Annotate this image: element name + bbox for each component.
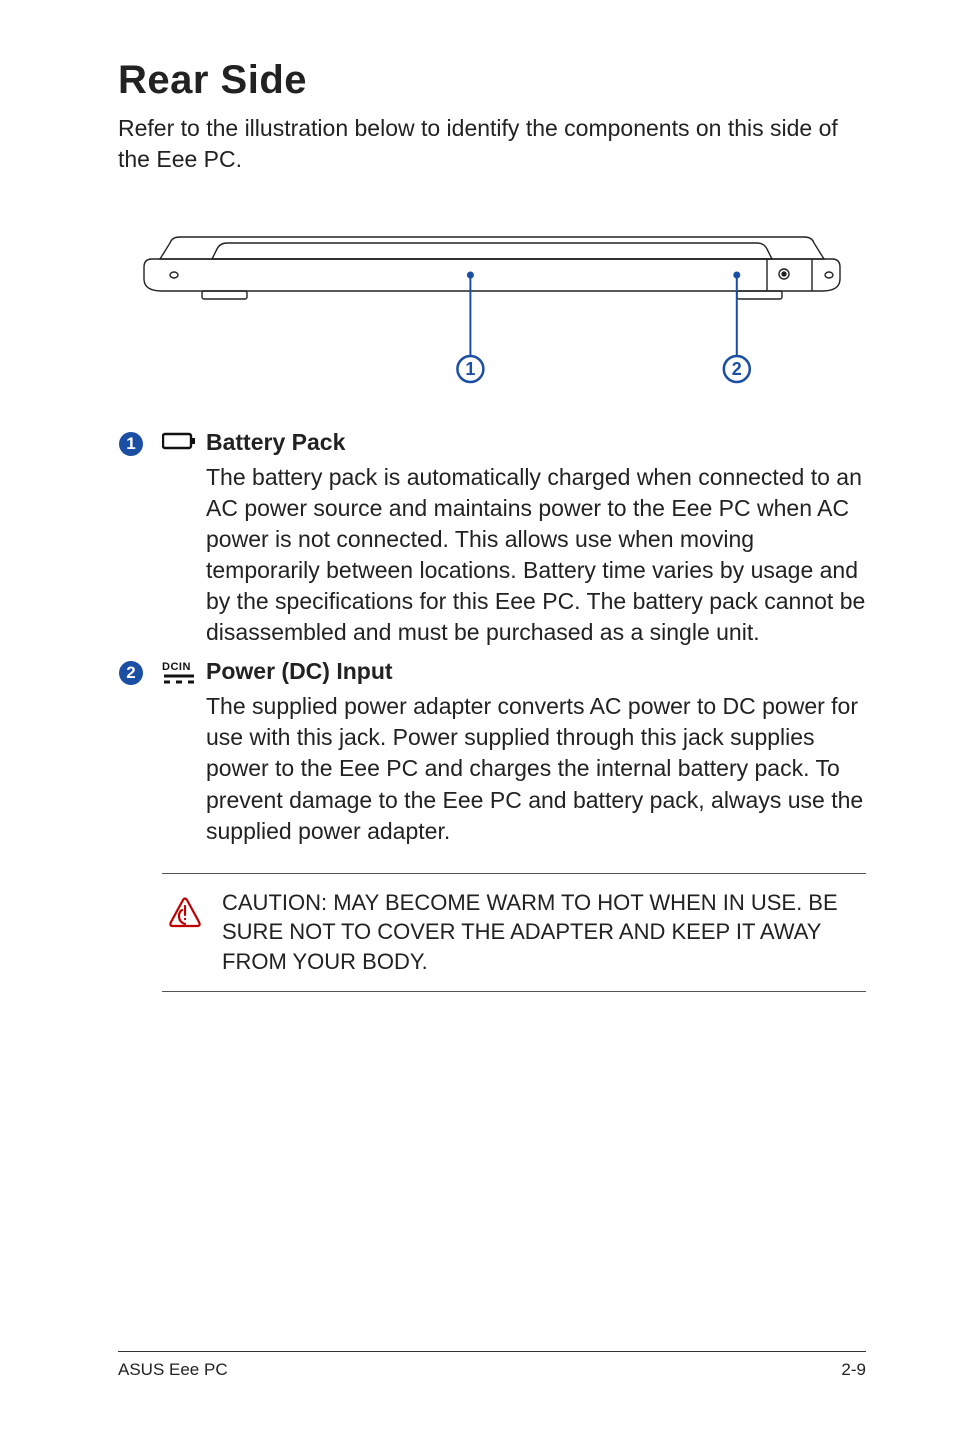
item-row: 2 DCIN Power (DC) Input The supplied power … (118, 658, 866, 854)
item-content: Battery Pack The battery pack is automati… (206, 429, 866, 656)
svg-text:1: 1 (465, 359, 475, 379)
caution-block: CAUTION: MAY BECOME WARM TO HOT WHEN IN … (162, 873, 866, 992)
item-body: The supplied power adapter converts AC p… (206, 691, 866, 846)
footer-left: ASUS Eee PC (118, 1360, 228, 1380)
caution-icon (162, 892, 208, 932)
item-content: Power (DC) Input The supplied power adapt… (206, 658, 866, 854)
svg-text:DCIN: DCIN (162, 661, 191, 673)
item-title: Power (DC) Input (206, 658, 866, 685)
intro-text: Refer to the illustration below to ident… (118, 113, 866, 175)
footer-right: 2-9 (841, 1360, 866, 1380)
svg-text:2: 2 (126, 663, 135, 682)
caution-text: CAUTION: MAY BECOME WARM TO HOT WHEN IN … (222, 888, 866, 977)
svg-text:1: 1 (126, 434, 135, 453)
item-number-badge: 2 (118, 660, 144, 686)
item-body: The battery pack is automatically charge… (206, 462, 866, 648)
item-number-badge: 1 (118, 431, 144, 457)
page-title: Rear Side (118, 58, 866, 103)
rear-side-diagram: 12 (132, 219, 852, 389)
item-row: 1 Battery Pack The battery pack is automat… (118, 429, 866, 656)
svg-text:2: 2 (732, 359, 742, 379)
battery-icon (162, 431, 196, 451)
page-footer: ASUS Eee PC 2-9 (118, 1351, 866, 1380)
dc-in-icon: DCIN (162, 660, 196, 686)
item-title: Battery Pack (206, 429, 866, 456)
